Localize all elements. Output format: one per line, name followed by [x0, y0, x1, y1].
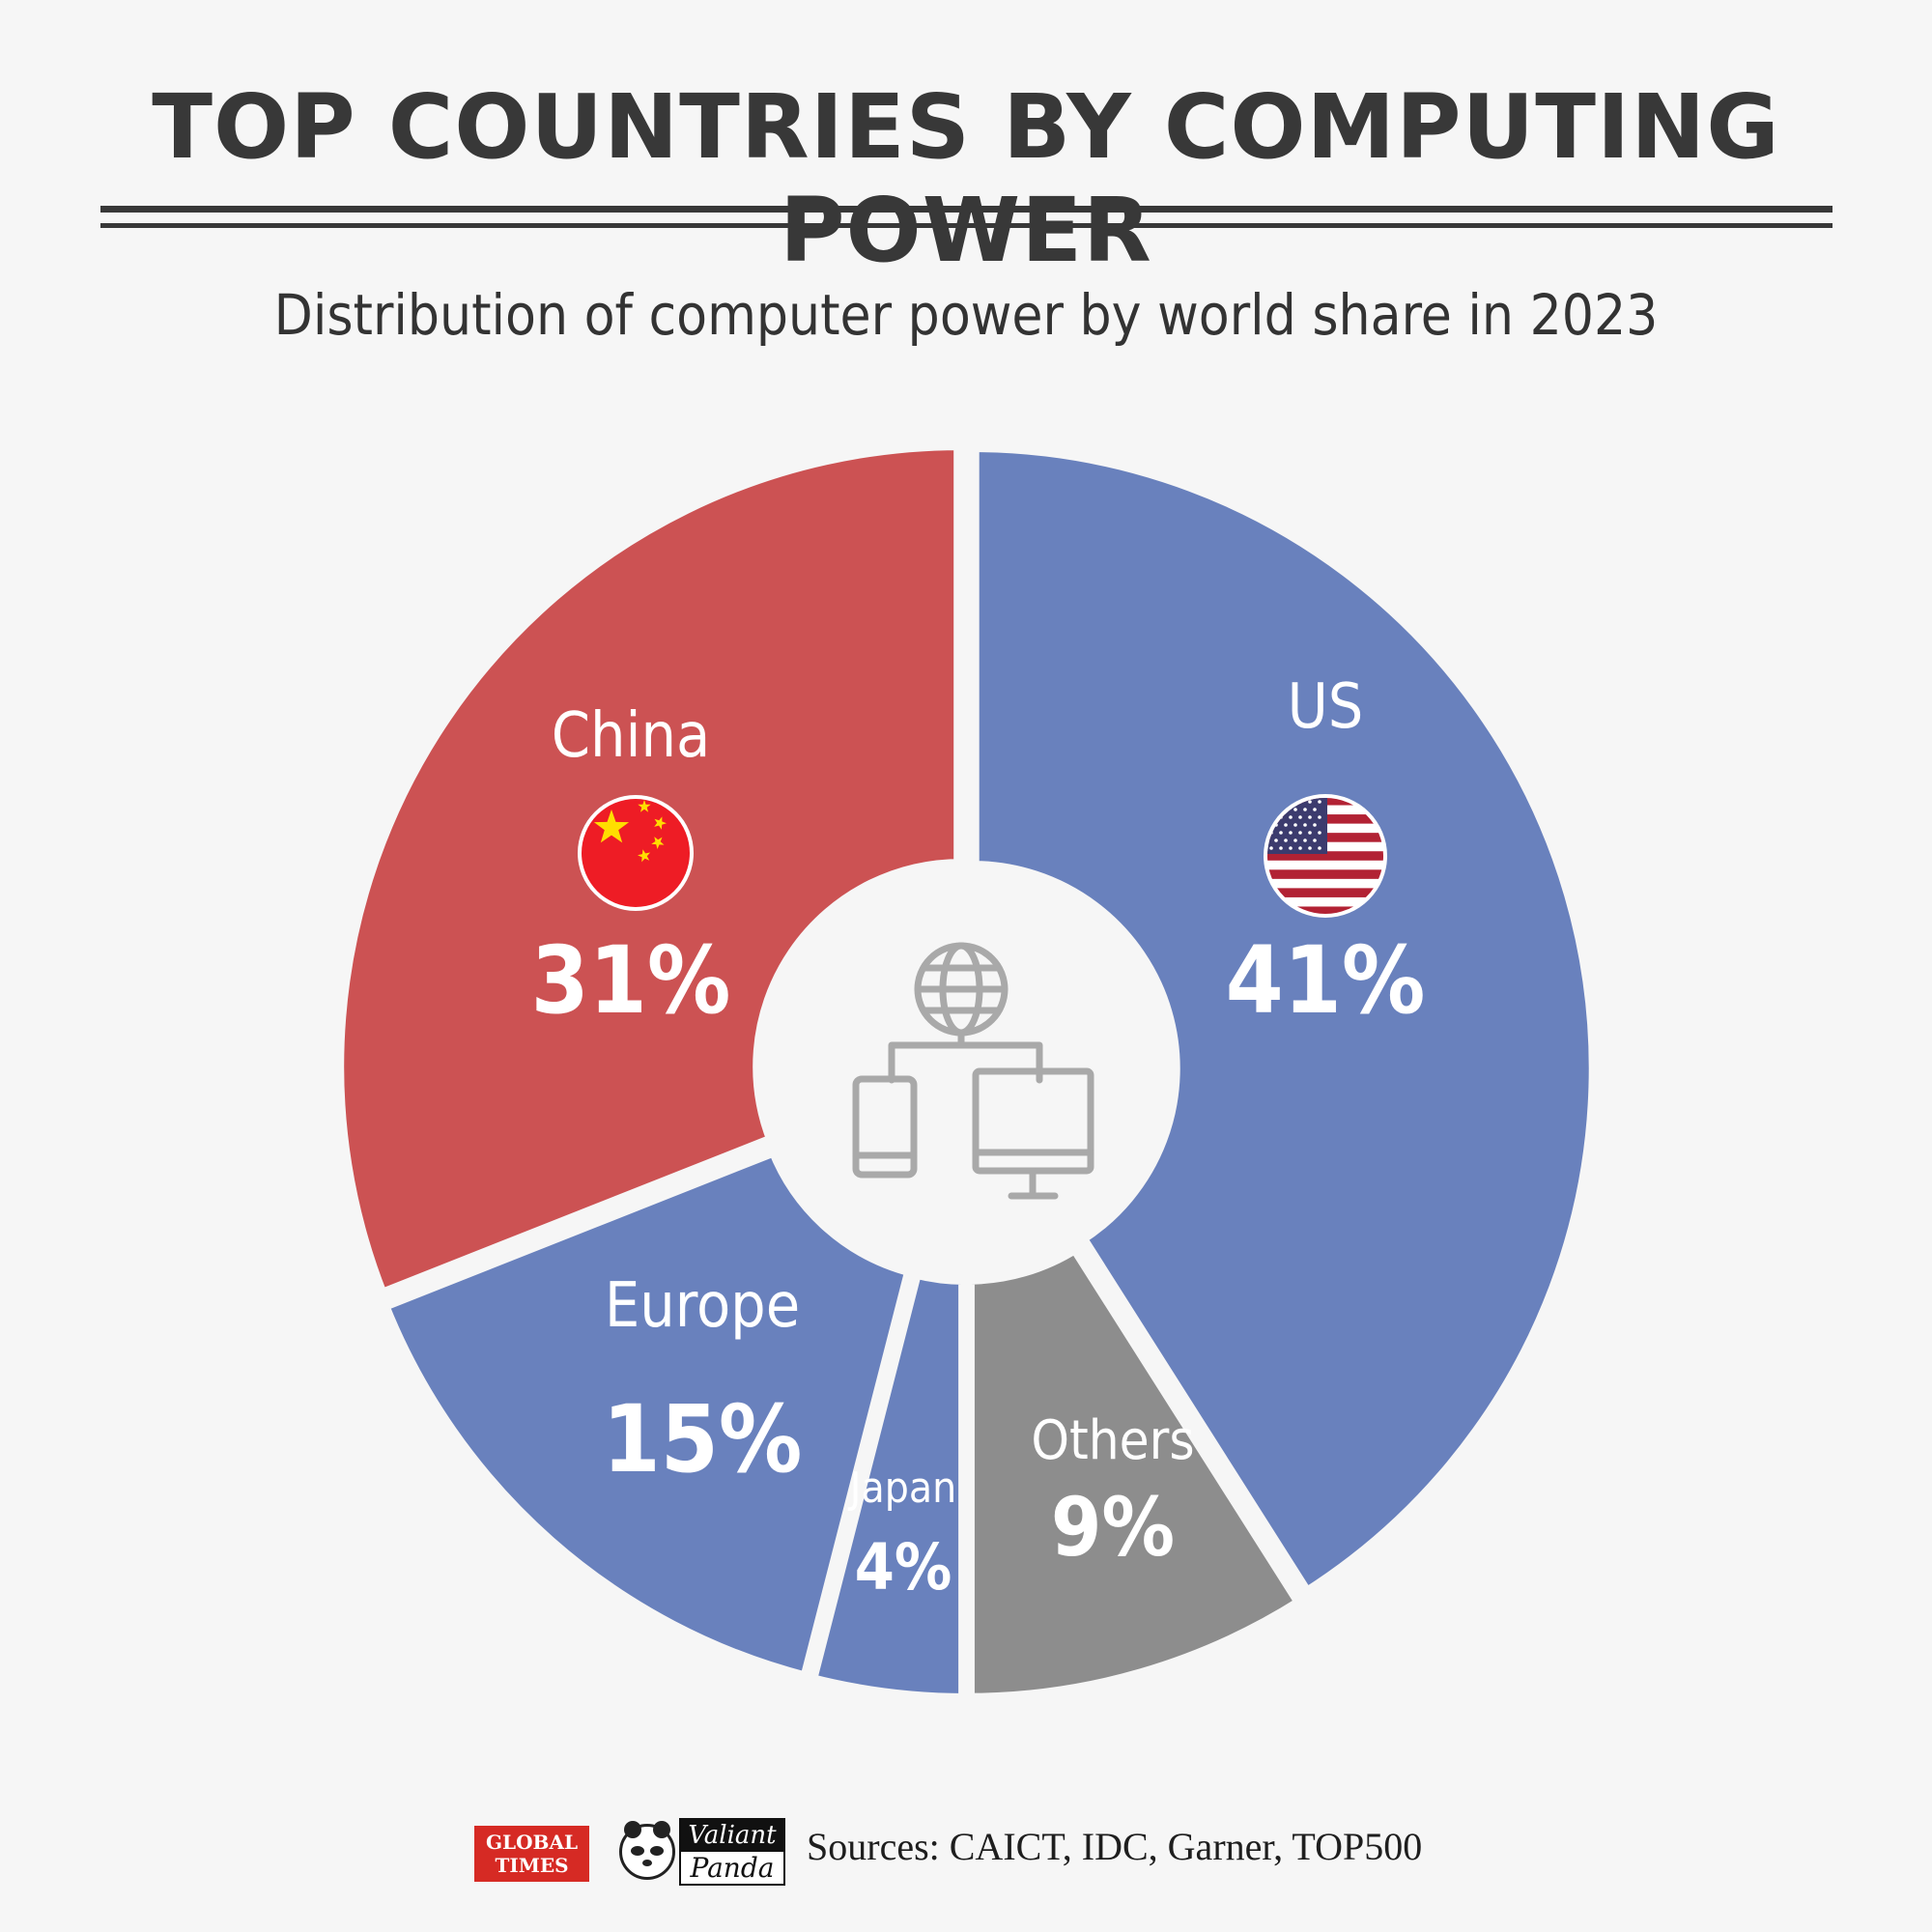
page-title: TOP COUNTRIES BY COMPUTING POWER: [152, 75, 1780, 282]
slice-value-us: 41%: [1226, 926, 1426, 1035]
title-divider-bottom: [100, 223, 1833, 228]
slice-label-us: US: [1288, 671, 1364, 743]
panda-icon: [619, 1821, 675, 1880]
slice-label-china: China: [552, 700, 711, 772]
chart-subtitle: Distribution of computer power by world …: [273, 282, 1659, 348]
donut-slices: [330, 437, 1603, 1707]
slice-others: [960, 1239, 1309, 1707]
us-flag-icon: [1264, 794, 1387, 918]
slice-us: [965, 439, 1603, 1602]
valiant-panda-logo: Valiant Panda: [615, 1816, 789, 1886]
footer: GLOBAL TIMES Valiant Panda Sources: CAIC…: [0, 1814, 1932, 1891]
title-divider-top: [100, 206, 1833, 213]
china-flag-icon: [578, 795, 694, 911]
slice-value-china: 31%: [531, 926, 731, 1035]
global-times-logo: GLOBAL TIMES: [474, 1826, 589, 1882]
network-devices-icon: [852, 942, 1094, 1200]
slice-europe: [375, 1142, 919, 1686]
slice-label-europe: Europe: [605, 1270, 800, 1342]
slice-label-japan: Japan: [847, 1463, 956, 1513]
slice-value-japan: 4%: [855, 1530, 952, 1605]
donut-labels: US 41% Others 9% Japan 4% Europe 15% China 31%: [531, 671, 1426, 1605]
sources-text: Sources: CAICT, IDC, Garner, TOP500: [807, 1825, 1423, 1868]
slice-value-others: 9%: [1051, 1480, 1175, 1575]
slice-value-europe: 15%: [603, 1385, 803, 1493]
slice-label-others: Others: [1031, 1409, 1194, 1472]
